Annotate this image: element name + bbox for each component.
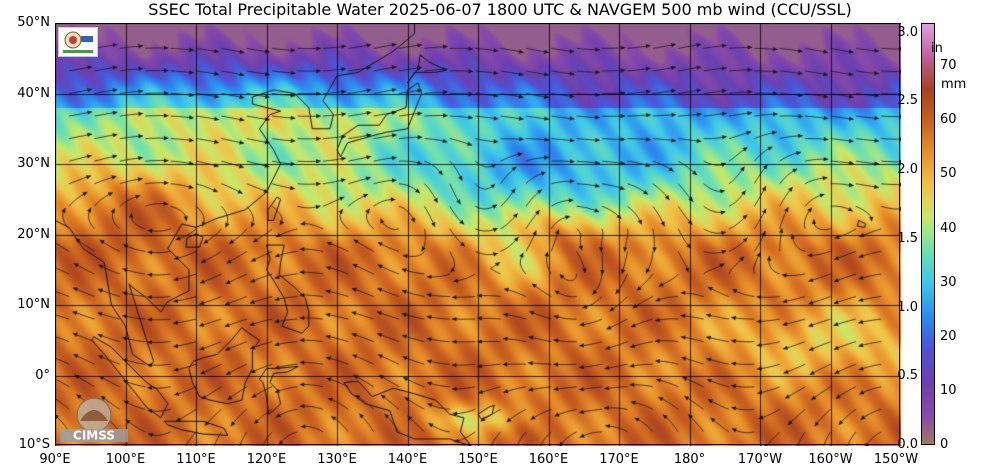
- colorbar-inch-tick: 2.5: [897, 93, 918, 109]
- colorbar-inch-tick: 0.5: [897, 368, 918, 384]
- colorbar-mm-tick: 30: [940, 274, 957, 290]
- lon-label: 170°E: [599, 452, 639, 467]
- lat-label: 10°N: [17, 297, 50, 312]
- colorbar-inch-unit: in: [931, 41, 943, 56]
- lon-label: 140°E: [387, 452, 428, 467]
- colorbar-inch-tick: 3.0: [897, 24, 918, 40]
- colorbar-mm-tick: 20: [940, 328, 957, 344]
- lat-label: 40°N: [17, 85, 50, 101]
- lat-label: 50°N: [17, 15, 50, 30]
- lon-label: 150°W: [873, 452, 919, 467]
- lon-label: 180°: [673, 452, 706, 467]
- tpw-map: [55, 23, 901, 446]
- colorbar-mm-unit: mm: [941, 77, 967, 92]
- lon-label: 130°E: [317, 452, 357, 467]
- colorbar-mm-tick: 60: [940, 112, 957, 128]
- lat-label: 10°S: [18, 437, 50, 452]
- chart-title: SSEC Total Precipitable Water 2025-06-07…: [148, 0, 852, 19]
- colorbar-mm-tick: 10: [940, 382, 957, 398]
- lat-label: 0°: [35, 367, 50, 383]
- lat-label: 30°N: [17, 156, 50, 171]
- lat-label: 20°N: [17, 226, 50, 242]
- ssec-logo: [58, 27, 98, 57]
- colorbar-inch-tick: 0.0: [897, 437, 918, 452]
- colorbar-inch-tick: 1.5: [897, 230, 918, 246]
- lon-label: 170°W: [737, 452, 783, 467]
- colorbar-mm-tick: 50: [940, 166, 957, 182]
- cimss-logo-text: CIMSS: [73, 429, 115, 443]
- colorbar-mm-tick: 40: [940, 220, 957, 236]
- cimss-logo: CIMSS: [58, 393, 130, 443]
- lon-label: 100°E: [105, 452, 146, 467]
- colorbar-inch-tick: 1.0: [897, 299, 918, 315]
- colorbar-mm-tick: 70: [940, 58, 957, 74]
- lon-label: 110°E: [176, 452, 216, 467]
- lon-label: 150°E: [458, 452, 498, 467]
- colorbar-inch-tick: 2.0: [897, 162, 918, 178]
- lon-label: 120°E: [246, 452, 287, 467]
- lon-label: 90°E: [39, 452, 71, 467]
- colorbar: [921, 23, 935, 445]
- colorbar-mm-tick: 0: [940, 437, 949, 452]
- lon-label: 160°W: [808, 452, 853, 467]
- lon-label: 160°E: [528, 452, 569, 467]
